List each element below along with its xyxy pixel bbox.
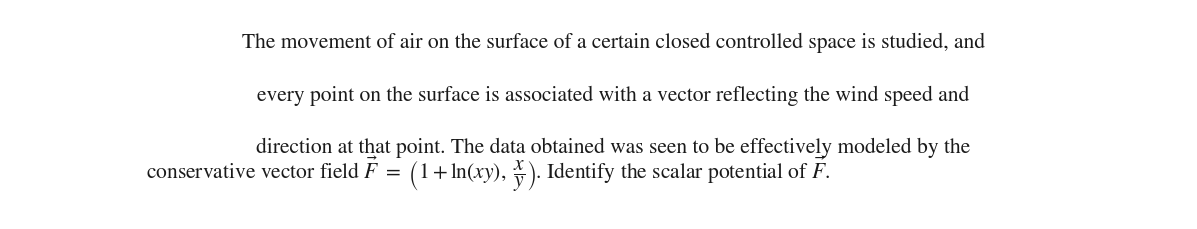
Text: conservative vector field $\vec{F}$ $=$ $\left(1+\ln(xy),\ \dfrac{x}{y}\right)$.: conservative vector field $\vec{F}$ $=$ … — [146, 153, 831, 193]
Text: every point on the surface is associated with a vector reflecting the wind speed: every point on the surface is associated… — [257, 86, 970, 106]
Text: direction at that point. The data obtained was seen to be effectively modeled by: direction at that point. The data obtain… — [256, 137, 971, 157]
Text: The movement of air on the surface of a certain closed controlled space is studi: The movement of air on the surface of a … — [242, 33, 985, 53]
